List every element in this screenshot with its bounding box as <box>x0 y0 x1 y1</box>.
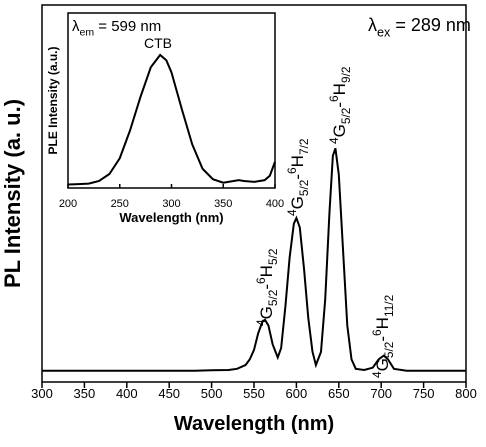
x-tick-label: 400 <box>116 386 138 401</box>
x-tick-label: 550 <box>243 386 265 401</box>
x-tick-label: 700 <box>370 386 392 401</box>
text-part: G <box>257 306 276 319</box>
text-part: H <box>288 155 307 167</box>
text-part: λ <box>72 18 80 35</box>
x-tick-label: 350 <box>214 198 232 210</box>
x-tick-label: 650 <box>328 386 350 401</box>
x-tick-label: 300 <box>162 198 180 210</box>
x-tick-label: 500 <box>201 386 223 401</box>
text-part: em <box>80 27 95 39</box>
inset-title: λem = 599 nm <box>72 18 161 39</box>
x-tick-label: 600 <box>286 386 308 401</box>
text-part: - <box>330 102 349 108</box>
text-part: G <box>330 124 349 137</box>
transition-label: 4G5/2-6H7/2 <box>285 138 311 216</box>
y-axis-label: PLE Intensity (a.u.) <box>46 46 60 154</box>
text-part: 4 <box>254 319 268 326</box>
x-axis-label: Wavelength (nm) <box>119 210 223 225</box>
x-tick-label: 300 <box>31 386 53 401</box>
text-part: λ <box>368 15 377 35</box>
text-part: H <box>330 83 349 95</box>
text-part: 4 <box>285 209 299 216</box>
x-tick-label: 350 <box>74 386 96 401</box>
text-part: - <box>257 284 276 290</box>
peak-label: CTB <box>144 35 172 51</box>
text-part: 5/2 <box>266 248 280 265</box>
text-part: = 289 nm <box>390 15 471 35</box>
text-part: 5/2 <box>297 179 311 196</box>
x-tick-label: 250 <box>111 198 129 210</box>
x-tick-label: 400 <box>266 198 284 210</box>
x-tick-label: 450 <box>158 386 180 401</box>
text-part: - <box>288 174 307 180</box>
text-part: 5/2 <box>266 289 280 306</box>
text-part: 9/2 <box>339 66 353 83</box>
excitation-label: λex = 289 nm <box>368 15 471 39</box>
spectrum-line <box>42 147 466 372</box>
transition-label: 4G5/2-6H9/2 <box>327 66 353 144</box>
x-tick-label: 800 <box>455 386 477 401</box>
x-tick-label: 750 <box>413 386 435 401</box>
transition-label: 4G5/2-6H11/2 <box>370 294 396 378</box>
text-part: 5/2 <box>339 107 353 124</box>
text-part: 5/2 <box>382 341 396 358</box>
spectrum-line <box>67 53 276 186</box>
text-part: - <box>373 336 392 342</box>
text-part: 6 <box>254 277 268 284</box>
text-part: 7/2 <box>297 138 311 155</box>
text-part: H <box>257 265 276 277</box>
y-axis-label: PL Intensity (a. u.) <box>0 99 25 288</box>
text-part: 4 <box>327 137 341 144</box>
plot-frame <box>67 12 276 189</box>
text-part: = 599 nm <box>94 18 161 35</box>
x-axis-label: Wavelength (nm) <box>174 413 334 435</box>
text-part: 6 <box>327 95 341 102</box>
text-part: G <box>288 196 307 209</box>
text-part: ex <box>377 25 391 39</box>
transition-label: 4G5/2-6H5/2 <box>254 248 280 326</box>
text-part: G <box>373 358 392 371</box>
text-part: 4 <box>370 371 384 378</box>
text-part: H <box>373 317 392 329</box>
text-part: 6 <box>370 329 384 336</box>
text-part: 6 <box>285 167 299 174</box>
x-tick-label: 200 <box>59 198 77 210</box>
text-part: 11/2 <box>382 294 396 317</box>
